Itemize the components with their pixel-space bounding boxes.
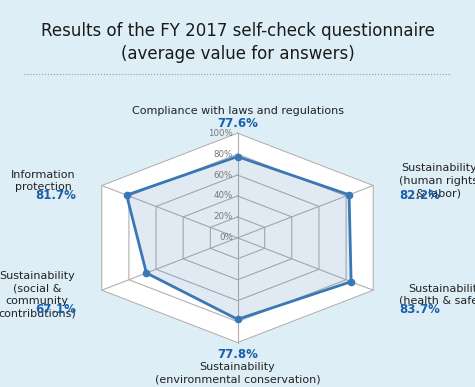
Text: Sustainability
(social &
community
contributions): Sustainability (social & community contr… bbox=[0, 271, 76, 319]
Text: 20%: 20% bbox=[213, 212, 233, 221]
Text: Compliance with laws and regulations: Compliance with laws and regulations bbox=[132, 106, 343, 116]
Polygon shape bbox=[129, 154, 346, 322]
Text: 82.2%: 82.2% bbox=[399, 189, 440, 202]
Text: Information
protection: Information protection bbox=[11, 170, 76, 192]
Text: Sustainability
(human rights
& labor): Sustainability (human rights & labor) bbox=[399, 163, 475, 198]
Text: 0%: 0% bbox=[219, 233, 233, 242]
Polygon shape bbox=[127, 157, 351, 319]
Text: 77.6%: 77.6% bbox=[217, 117, 258, 130]
Text: 77.8%: 77.8% bbox=[217, 348, 258, 361]
Text: Results of the FY 2017 self-check questionnaire
(average value for answers): Results of the FY 2017 self-check questi… bbox=[40, 22, 435, 63]
Text: 81.7%: 81.7% bbox=[35, 189, 76, 202]
Text: 60%: 60% bbox=[213, 171, 233, 180]
Polygon shape bbox=[210, 217, 265, 259]
Text: 100%: 100% bbox=[208, 128, 233, 138]
Text: 67.1%: 67.1% bbox=[35, 303, 76, 316]
Text: 83.7%: 83.7% bbox=[399, 303, 440, 316]
Text: 40%: 40% bbox=[213, 192, 233, 200]
Text: Sustainability
(health & safety): Sustainability (health & safety) bbox=[399, 284, 475, 306]
Text: 80%: 80% bbox=[213, 149, 233, 159]
Polygon shape bbox=[156, 175, 319, 301]
Polygon shape bbox=[183, 196, 292, 280]
Polygon shape bbox=[102, 133, 373, 342]
Text: Sustainability
(environmental conservation): Sustainability (environmental conservati… bbox=[155, 361, 320, 384]
